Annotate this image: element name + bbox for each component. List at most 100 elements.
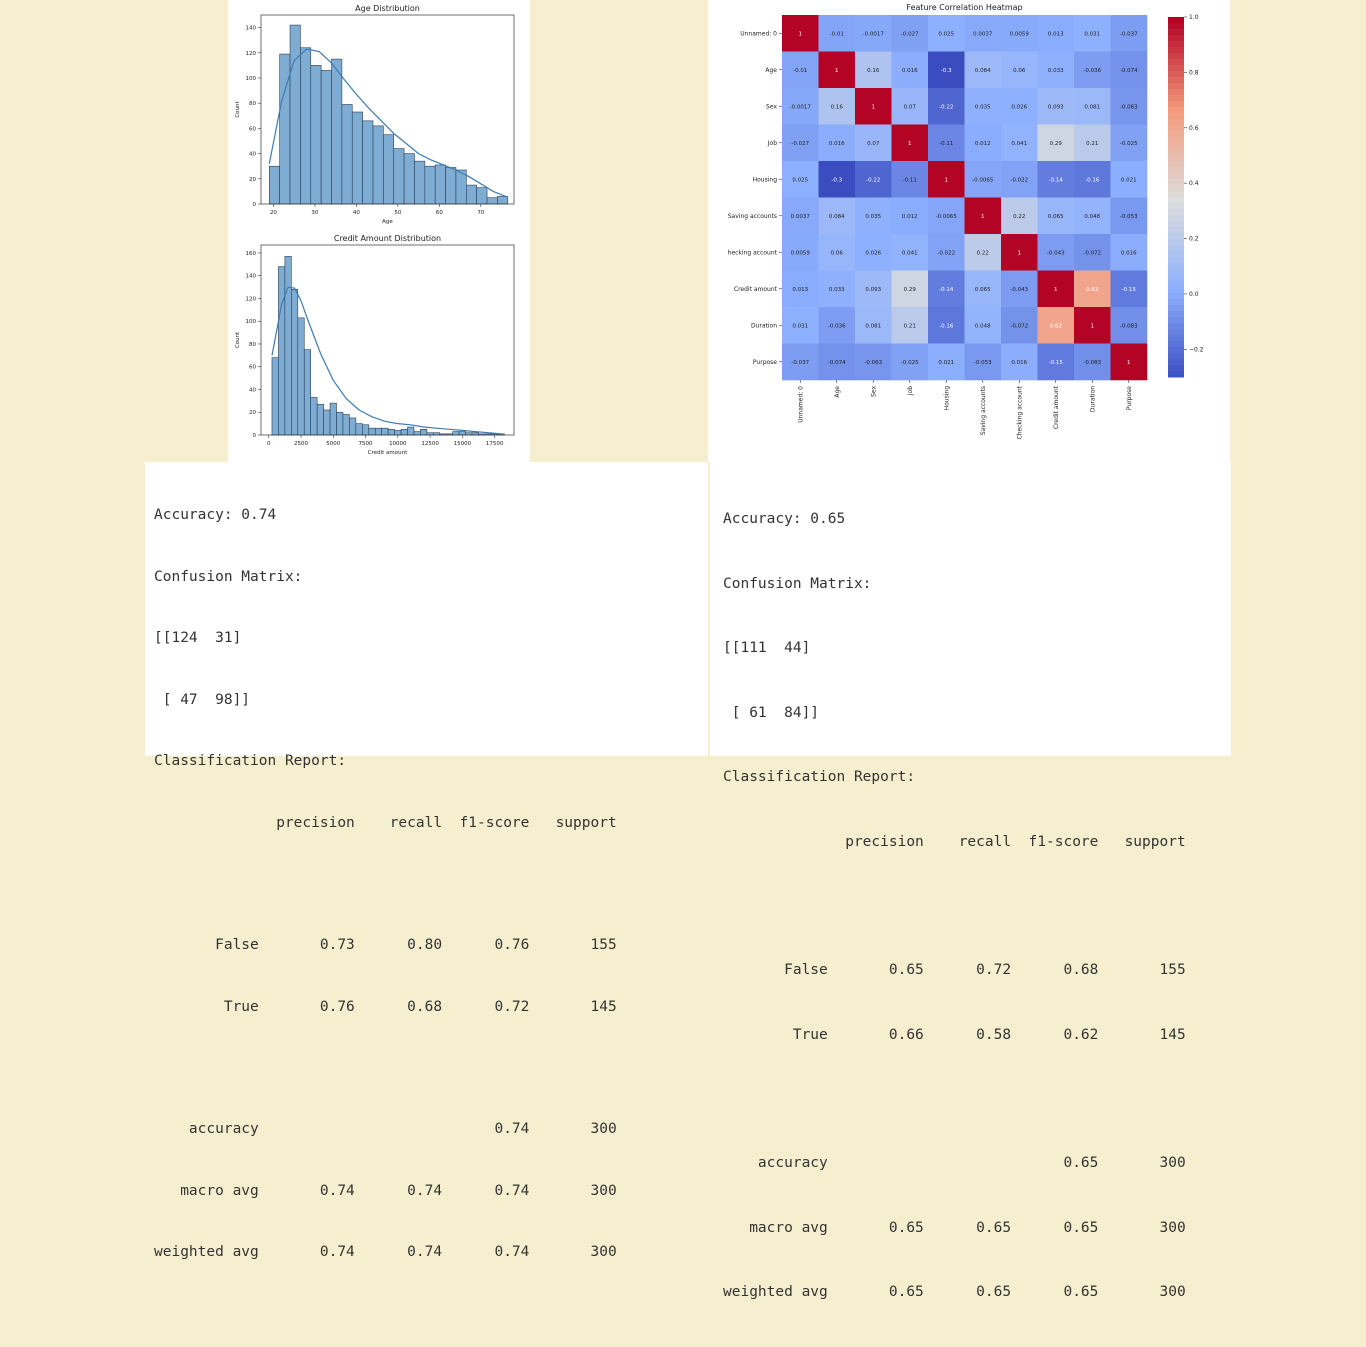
heatmap-cell bbox=[1074, 88, 1111, 125]
x-tick-label: 2500 bbox=[294, 441, 308, 447]
column-label: Unnamed: 0 bbox=[797, 386, 804, 423]
heatmap-cell bbox=[1037, 88, 1075, 125]
report-row-false: False 0.65 0.72 0.68 155 bbox=[723, 962, 1186, 978]
heatmap-cell bbox=[782, 124, 819, 162]
y-tick-label: 20 bbox=[249, 410, 256, 416]
heatmap-cell-label: 0.21 bbox=[1086, 141, 1098, 147]
colorbar-segment bbox=[1168, 245, 1184, 252]
chart-title: Credit Amount Distribution bbox=[334, 234, 441, 243]
heatmap-cell-label: 0.081 bbox=[1084, 104, 1100, 110]
heatmap-cell-label: 0.62 bbox=[1050, 323, 1062, 329]
histogram-bar bbox=[458, 431, 466, 436]
heatmap-cell bbox=[1074, 161, 1111, 198]
colorbar-segment bbox=[1168, 179, 1184, 186]
confusion-matrix-title: Confusion Matrix: bbox=[723, 575, 872, 592]
heatmap-cell bbox=[891, 88, 929, 125]
heatmap-cell-label: -0.0065 bbox=[972, 177, 994, 183]
correlation-heatmap: Feature Correlation Heatmap 1 -0.01 -0.0017… bbox=[728, 3, 1204, 440]
histogram-bar bbox=[445, 167, 457, 205]
column-label: Duration bbox=[1089, 386, 1096, 412]
heatmap-cell-label: 0.29 bbox=[904, 287, 917, 293]
heatmap-cell bbox=[1001, 88, 1038, 125]
histogram-bar bbox=[497, 196, 509, 205]
histogram-bar bbox=[297, 317, 305, 436]
colorbar-segment bbox=[1168, 335, 1184, 342]
heatmap-cell-label: -0.0017 bbox=[863, 31, 885, 37]
heatmap-cell-label: -0.043 bbox=[1010, 287, 1028, 293]
heatmap-cell-label: 1 bbox=[835, 68, 839, 74]
heatmap-cell bbox=[1074, 197, 1111, 235]
confusion-matrix-row: [ 61 84]] bbox=[723, 704, 820, 721]
colorbar-segment bbox=[1168, 17, 1184, 24]
chart-title: Age Distribution bbox=[355, 4, 420, 13]
histogram-bar bbox=[420, 429, 428, 436]
x-tick-label: 10000 bbox=[389, 441, 407, 447]
row-label: Saving accounts bbox=[728, 213, 777, 220]
histogram-bar bbox=[400, 429, 408, 436]
histogram-bar bbox=[278, 266, 286, 436]
heatmap-cell bbox=[891, 234, 929, 271]
report-header: precision recall f1-score support bbox=[154, 814, 617, 831]
heatmap-cell bbox=[782, 15, 819, 52]
accuracy-line: Accuracy: 0.74 bbox=[154, 507, 277, 523]
heatmap-cell bbox=[1110, 197, 1148, 235]
colorbar-segment bbox=[1168, 65, 1184, 72]
heatmap-cell bbox=[1037, 15, 1075, 52]
report-row-macro-avg: macro avg 0.74 0.74 0.74 300 bbox=[154, 1182, 617, 1199]
heatmap-panel: Feature Correlation Heatmap 1 -0.01 -0.0017… bbox=[708, 0, 1230, 462]
heatmap-cell bbox=[964, 343, 1002, 381]
x-tick-label: 70 bbox=[477, 210, 484, 216]
y-tick-label: 20 bbox=[249, 177, 256, 183]
colorbar-segment bbox=[1168, 221, 1184, 228]
heatmap-cell bbox=[1110, 88, 1148, 125]
heatmap-cell bbox=[928, 234, 965, 271]
heatmap-cell bbox=[1001, 343, 1038, 381]
row-label: Duration bbox=[751, 322, 777, 329]
heatmap-cell bbox=[1001, 270, 1038, 308]
colorbar-segment bbox=[1168, 113, 1184, 120]
histogram-bar bbox=[291, 289, 299, 436]
heatmap-cell bbox=[1110, 307, 1148, 344]
heatmap-cell bbox=[782, 88, 819, 125]
heatmap-cell bbox=[782, 197, 819, 235]
colorbar-segment bbox=[1168, 329, 1184, 336]
colorbar-tick-label: −0.2 bbox=[1189, 346, 1204, 353]
report-row-weighted-avg: weighted avg 0.65 0.65 0.65 300 bbox=[723, 1284, 1186, 1300]
heatmap-cell-label: 0.041 bbox=[902, 250, 918, 256]
heatmap-cell-label: 0.065 bbox=[975, 287, 991, 293]
heatmap-cell bbox=[928, 161, 965, 198]
histogram-bar bbox=[289, 24, 301, 205]
heatmap-cell-label: 0.07 bbox=[904, 104, 917, 110]
x-tick-label: 30 bbox=[311, 210, 318, 216]
colorbar-segment bbox=[1168, 287, 1184, 294]
histogram-bar bbox=[434, 164, 446, 205]
heatmap-cell bbox=[1037, 161, 1075, 198]
heatmap-cell bbox=[1001, 197, 1038, 235]
colorbar-segment bbox=[1168, 215, 1184, 222]
report-row-true: True 0.76 0.68 0.72 145 bbox=[154, 998, 617, 1015]
heatmap-cell-label: -0.053 bbox=[974, 360, 992, 366]
heatmap-cell-label: 0.013 bbox=[1048, 31, 1064, 37]
heatmap-cell-label: -0.053 bbox=[1120, 214, 1138, 220]
report-row-weighted-avg: weighted avg 0.74 0.74 0.74 300 bbox=[154, 1244, 617, 1260]
report-row-accuracy: accuracy 0.74 300 bbox=[154, 1121, 617, 1137]
y-tick-label: 0 bbox=[253, 433, 257, 439]
y-tick-label: 80 bbox=[249, 342, 256, 348]
colorbar-segment bbox=[1168, 59, 1184, 66]
heatmap-cell bbox=[928, 51, 965, 89]
colorbar-segment bbox=[1168, 77, 1184, 84]
colorbar-segment bbox=[1168, 149, 1184, 156]
heatmap-cell-label: 0.031 bbox=[792, 323, 808, 329]
report-header: precision recall f1-score support bbox=[723, 833, 1186, 850]
heatmap-cell-label: -0.022 bbox=[937, 250, 955, 256]
histogram-bar bbox=[372, 125, 384, 205]
heatmap-cell-label: -0.16 bbox=[939, 323, 954, 329]
colorbar-segment bbox=[1168, 293, 1184, 300]
heatmap-cell-label: -0.063 bbox=[1120, 104, 1138, 110]
column-label: Age bbox=[834, 386, 841, 398]
x-axis-label: Credit amount bbox=[368, 450, 408, 456]
heatmap-cell bbox=[964, 307, 1002, 344]
y-tick-label: 100 bbox=[246, 76, 257, 82]
heatmap-cell bbox=[964, 124, 1002, 162]
column-label: Job bbox=[907, 386, 914, 396]
